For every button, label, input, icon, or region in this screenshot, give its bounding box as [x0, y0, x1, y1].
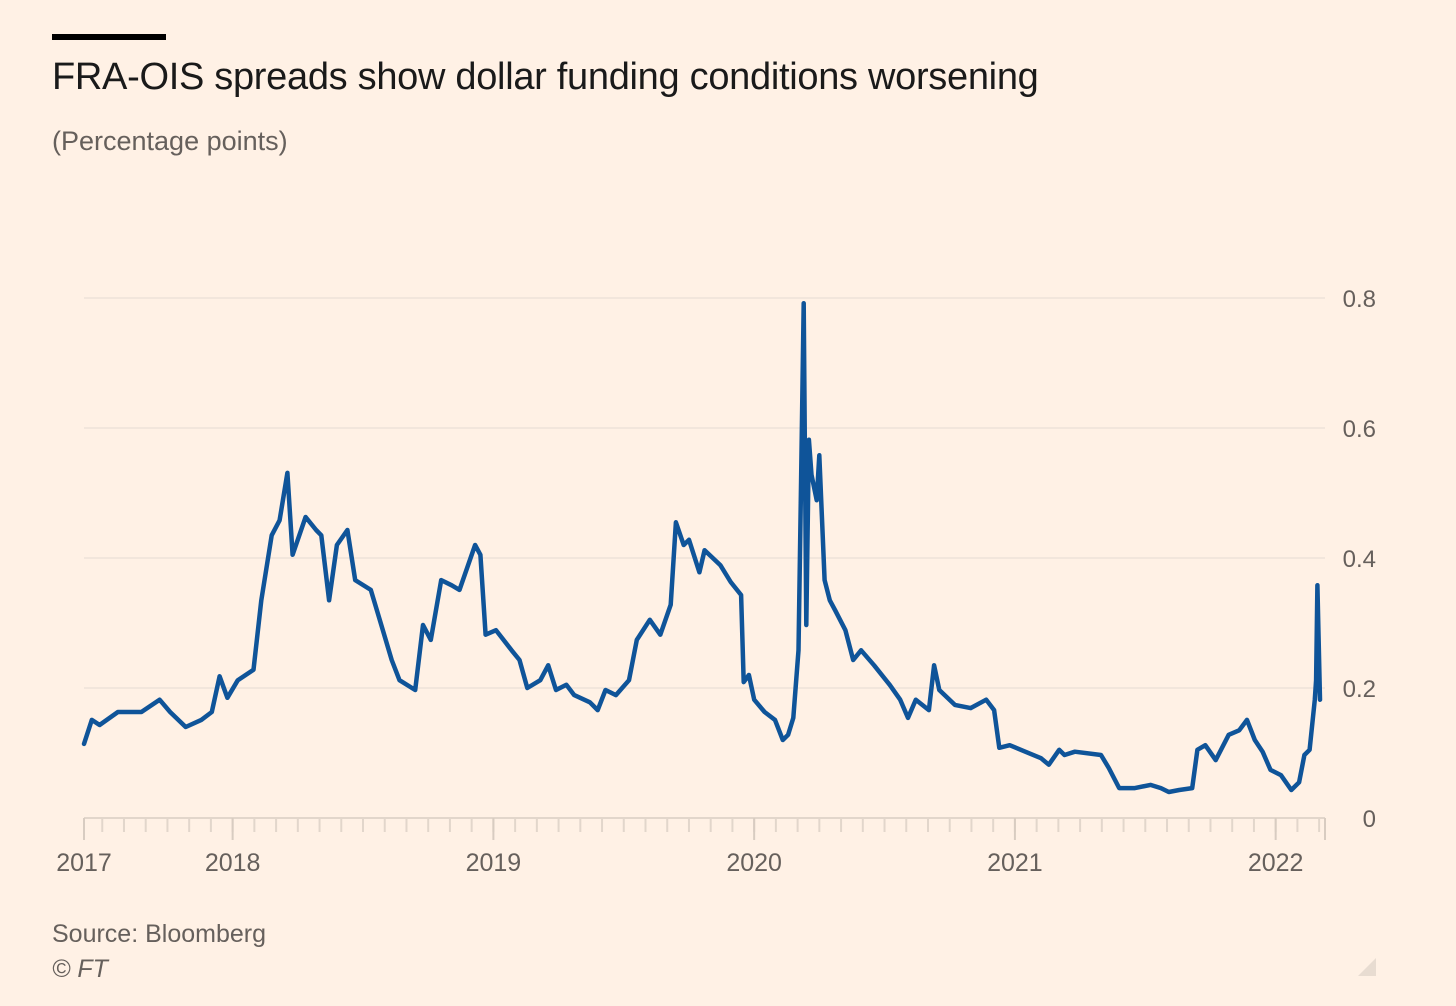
- y-tick-label: 0.8: [1343, 286, 1376, 313]
- source-note: Source: Bloomberg: [52, 920, 267, 948]
- x-tick-label: 2021: [987, 849, 1043, 877]
- y-axis: 0 0.2 0.4 0.6 0.8: [1343, 286, 1376, 833]
- series-group: [81, 300, 1323, 795]
- y-tick-label: 0.6: [1343, 416, 1376, 443]
- x-tick-label: 2020: [726, 849, 782, 877]
- y-tick-label: 0: [1363, 806, 1376, 833]
- y-tick-label: 0.2: [1343, 676, 1376, 703]
- chart-subtitle: (Percentage points): [52, 126, 288, 156]
- ft-title-bar: [52, 34, 166, 40]
- gridlines: [84, 297, 1325, 689]
- x-tick-label: 2019: [466, 849, 522, 877]
- series-line: [81, 300, 1323, 795]
- chart-title: FRA-OIS spreads show dollar funding cond…: [52, 56, 1039, 98]
- copyright: © FT: [52, 955, 108, 983]
- resize-handle-icon: [1358, 958, 1376, 976]
- x-tick-label: 2018: [205, 849, 261, 877]
- x-tick-label: 2022: [1248, 849, 1304, 877]
- x-tick-label: 2017: [56, 849, 112, 877]
- y-tick-label: 0.4: [1343, 546, 1376, 573]
- x-axis: 2017 2018 2019 2020 2021 2022: [56, 817, 1326, 877]
